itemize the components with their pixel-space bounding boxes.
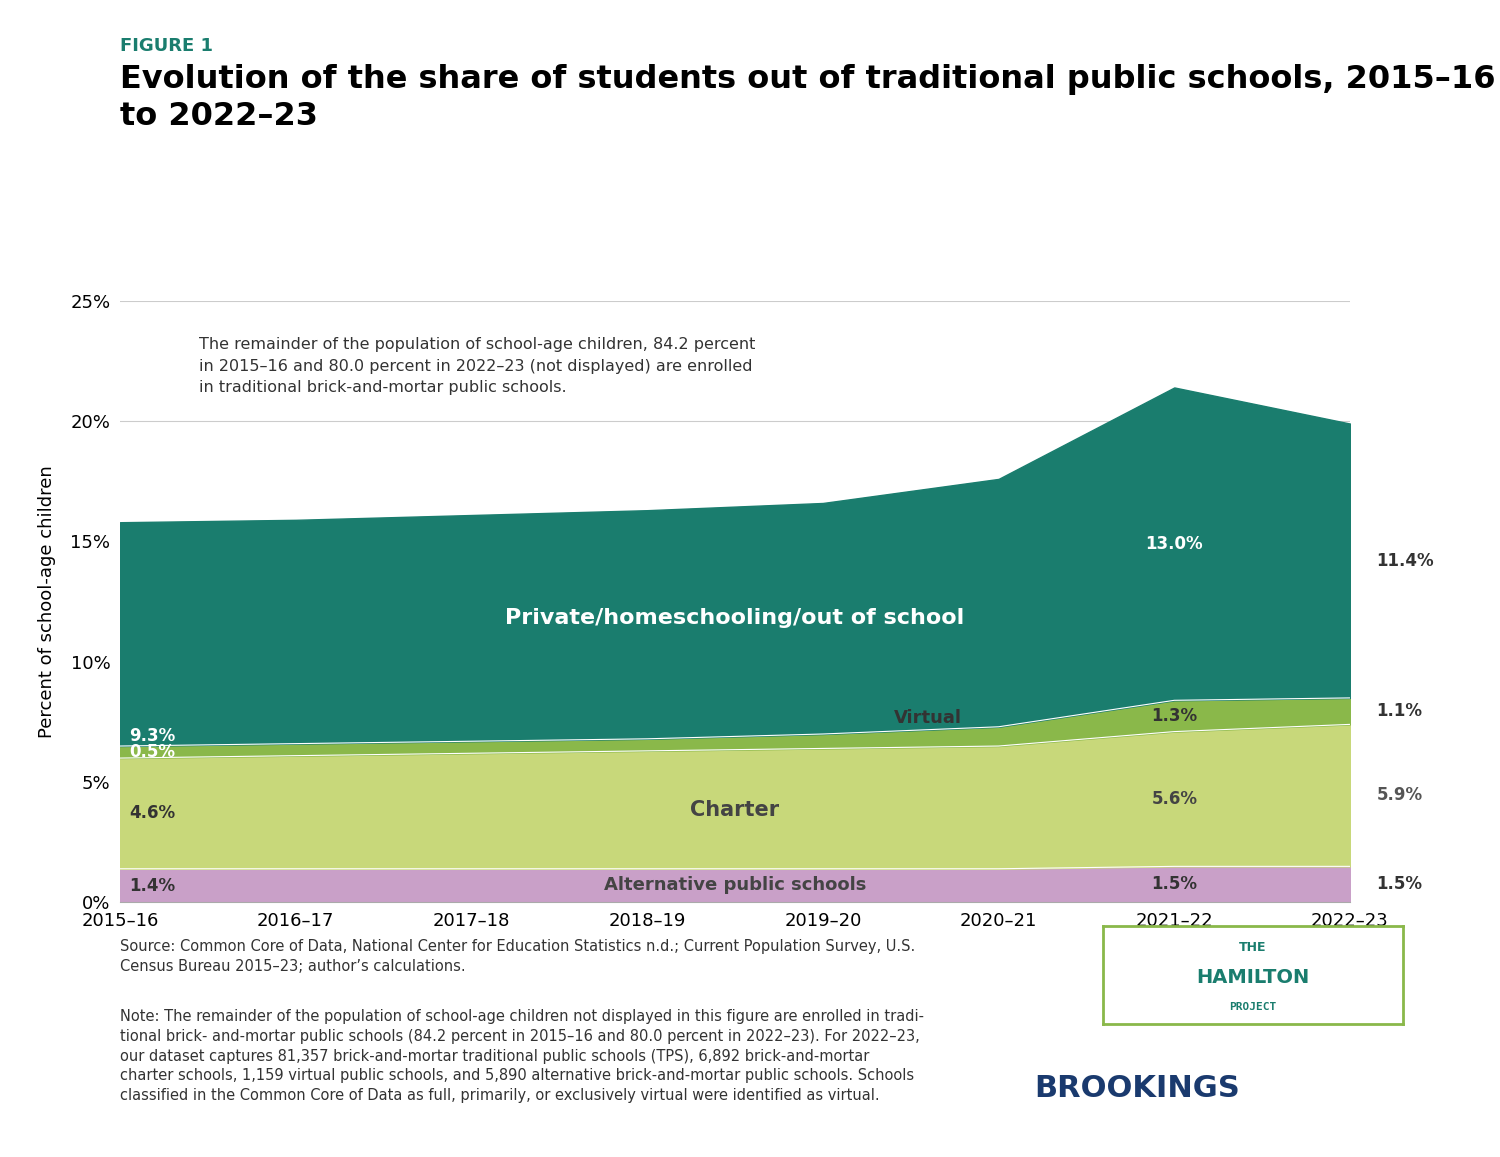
Y-axis label: Percent of school-age children: Percent of school-age children: [39, 465, 57, 738]
Text: 4.6%: 4.6%: [129, 804, 176, 823]
Text: Alternative public schools: Alternative public schools: [604, 876, 865, 894]
Text: FIGURE 1: FIGURE 1: [120, 37, 213, 56]
Text: 5.9%: 5.9%: [1377, 787, 1422, 804]
Text: 13.0%: 13.0%: [1146, 535, 1203, 553]
Text: BROOKINGS: BROOKINGS: [1034, 1074, 1240, 1103]
Text: 1.5%: 1.5%: [1152, 876, 1197, 893]
Text: 5.6%: 5.6%: [1152, 790, 1197, 808]
Text: 9.3%: 9.3%: [129, 728, 176, 745]
Text: 1.5%: 1.5%: [1377, 876, 1422, 893]
Text: Source: Common Core of Data, National Center for Education Statistics n.d.; Curr: Source: Common Core of Data, National Ce…: [120, 939, 915, 974]
Text: Note: The remainder of the population of school-age children not displayed in th: Note: The remainder of the population of…: [120, 1009, 924, 1103]
Text: The remainder of the population of school-age children, 84.2 percent
in 2015–16 : The remainder of the population of schoo…: [200, 337, 756, 396]
Text: 1.4%: 1.4%: [129, 877, 176, 894]
Text: 1.1%: 1.1%: [1377, 702, 1422, 720]
Text: 0.5%: 0.5%: [129, 743, 176, 761]
Text: Private/homeschooling/out of school: Private/homeschooling/out of school: [506, 609, 964, 628]
Text: 11.4%: 11.4%: [1377, 552, 1434, 569]
Text: 1.3%: 1.3%: [1150, 707, 1197, 725]
Text: HAMILTON: HAMILTON: [1196, 968, 1310, 987]
Text: Evolution of the share of students out of traditional public schools, 2015–16
to: Evolution of the share of students out o…: [120, 64, 1496, 132]
Text: THE: THE: [1239, 941, 1266, 953]
Text: Virtual: Virtual: [894, 709, 963, 728]
Text: Charter: Charter: [690, 799, 780, 820]
Text: PROJECT: PROJECT: [1228, 1002, 1276, 1012]
